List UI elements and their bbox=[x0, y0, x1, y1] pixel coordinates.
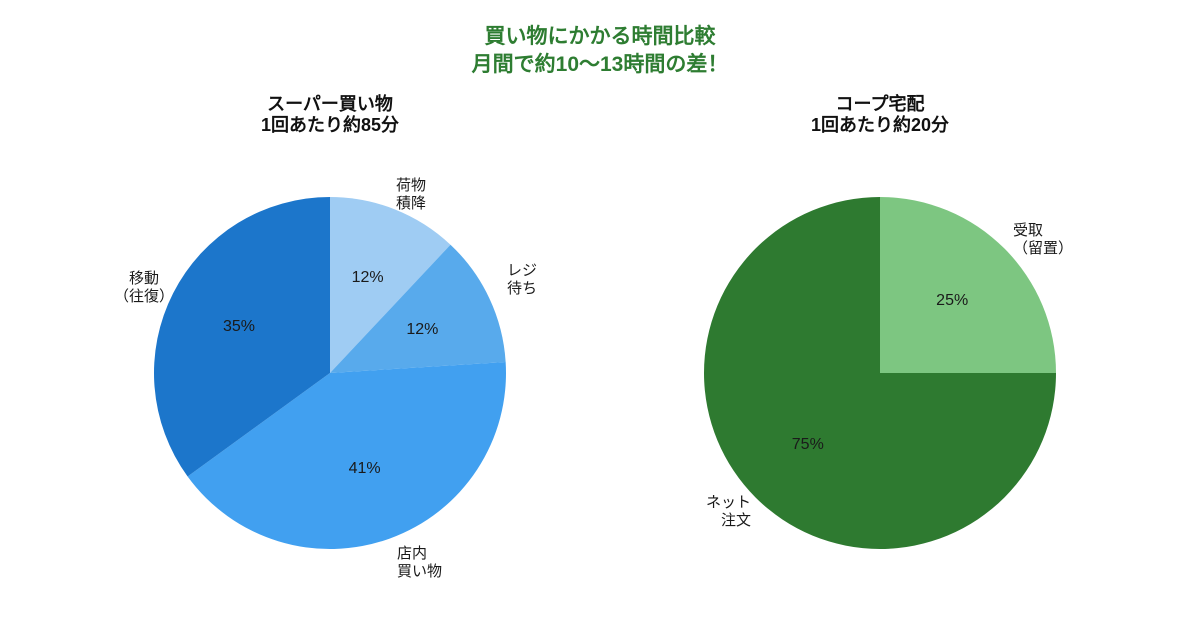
page-title-line1: 買い物にかかる時間比較 bbox=[484, 25, 716, 48]
pct-label-0-1: 12% bbox=[406, 320, 439, 338]
left-chart-title-line2: 1回あたり約85分 bbox=[260, 115, 400, 135]
right-chart-title-line1: コープ宅配 bbox=[835, 94, 925, 114]
pie-slice-0-1 bbox=[330, 244, 506, 373]
pct-label-0-0: 12% bbox=[351, 269, 384, 287]
pie-slice-1-1 bbox=[704, 197, 1056, 549]
slice-label-0-1: レジ 待ち bbox=[506, 262, 538, 297]
pie-slice-0-0 bbox=[330, 197, 451, 373]
pie-slice-0-3 bbox=[153, 197, 330, 477]
pct-label-1-0: 25% bbox=[936, 291, 969, 309]
slice-label-1-0: 受取 （留置） bbox=[1013, 222, 1074, 257]
slice-label-1-1: ネット 注文 bbox=[705, 494, 751, 529]
slice-label-0-3: 移動 （往復） bbox=[113, 270, 175, 305]
left-chart-title-line1: スーパー買い物 bbox=[267, 94, 393, 114]
pct-label-0-3: 35% bbox=[222, 317, 256, 335]
page-title: 買い物にかかる時間比較 月間で約10〜13時間の差！ bbox=[0, 23, 1200, 79]
right-chart-title: コープ宅配 1回あたり約20分 bbox=[811, 94, 949, 136]
right-chart-title-line2: 1回あたり約20分 bbox=[810, 115, 950, 135]
pct-label-1-1: 75% bbox=[791, 436, 824, 454]
page-title-line2: 月間で約10〜13時間の差！ bbox=[471, 53, 729, 76]
slice-label-0-0: 荷物 積降 bbox=[395, 177, 427, 212]
pie-slice-0-2 bbox=[187, 361, 506, 550]
pct-label-0-2: 41% bbox=[348, 460, 381, 477]
slice-label-0-2: 店内 買い物 bbox=[397, 545, 443, 580]
left-chart-title: スーパー買い物 1回あたり約85分 bbox=[261, 94, 399, 136]
pie-slice-1-0 bbox=[880, 197, 1056, 373]
